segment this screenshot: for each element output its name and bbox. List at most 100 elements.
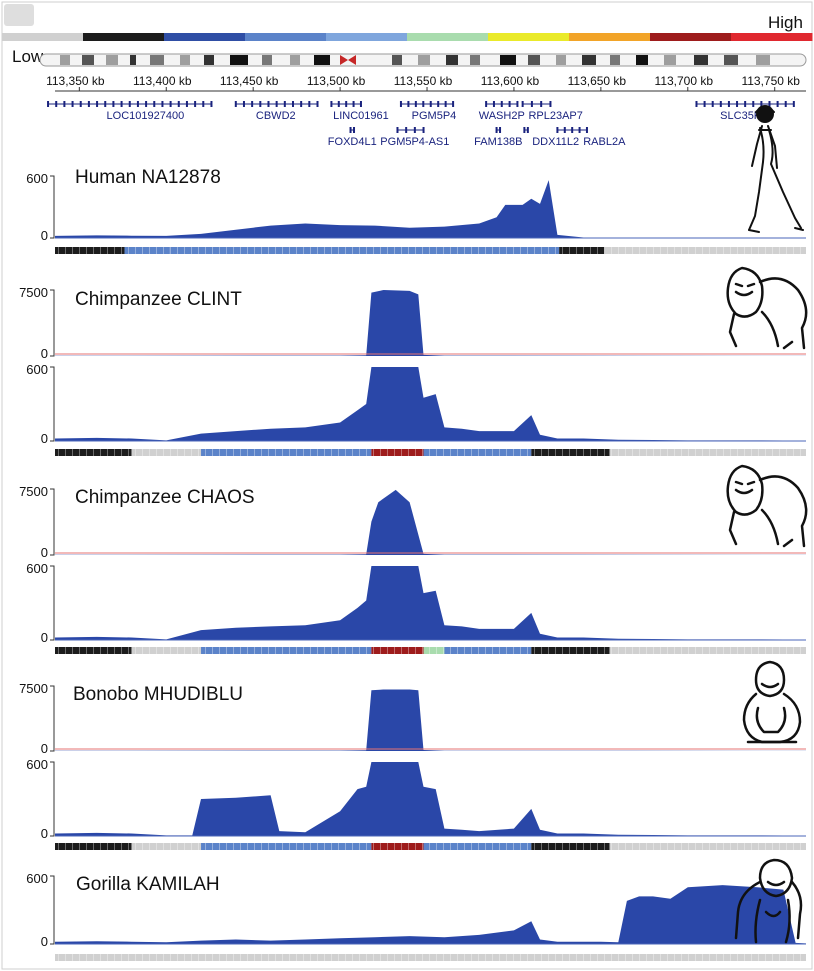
copy-number-stripe [527, 247, 528, 254]
copy-number-stripe [191, 647, 192, 654]
track-4: Gorilla KAMILAH 600 0 [26, 871, 806, 961]
copy-number-stripe [723, 449, 724, 456]
copy-number-stripe [758, 843, 759, 850]
gene-exon [571, 127, 574, 133]
copy-number-stripe [443, 247, 444, 254]
copy-number-stripe [471, 843, 472, 850]
gene-exon [104, 101, 107, 107]
y-tick-label: 600 [26, 871, 48, 886]
gene-exon [429, 101, 432, 107]
ideogram-centromere [340, 55, 356, 65]
copy-number-stripe [422, 954, 423, 961]
copy-number-stripe [450, 954, 451, 961]
copy-number-stripe [408, 449, 409, 456]
ideogram-band-6 [204, 55, 214, 65]
copy-number-stripe [401, 247, 402, 254]
copy-number-stripe [72, 954, 73, 961]
copy-number-stripe [562, 647, 563, 654]
copy-number-stripe [296, 843, 297, 850]
copy-number-stripe [450, 843, 451, 850]
copy-number-stripe [562, 449, 563, 456]
copy-number-stripe [240, 247, 241, 254]
copy-number-stripe [604, 843, 605, 850]
copy-number-stripe [275, 843, 276, 850]
gene-exon [396, 127, 399, 133]
copy-number-stripe [611, 647, 612, 654]
y-tick-label: 0 [41, 545, 48, 560]
genomic-axis: 113,350 kb 113,400 kb 113,450 kb 113,500 kb… [46, 74, 806, 92]
copy-number-stripe [793, 954, 794, 961]
copy-number-stripe [303, 647, 304, 654]
copy-number-stripe [184, 843, 185, 850]
gene-exon [540, 101, 543, 107]
copy-number-stripe [555, 954, 556, 961]
copy-number-stripe [695, 954, 696, 961]
copy-number-stripe [541, 647, 542, 654]
copy-number-stripe [72, 843, 73, 850]
copy-number-stripe [268, 954, 269, 961]
gene-exon [452, 101, 455, 107]
copy-number-stripe [86, 843, 87, 850]
copy-number-stripe [513, 843, 514, 850]
copy-number-stripe [191, 954, 192, 961]
gene-exon [345, 101, 348, 107]
copy-number-stripe [709, 647, 710, 654]
copy-number-stripe [674, 954, 675, 961]
gene-exon [145, 101, 148, 107]
y-tick-label: 600 [26, 171, 48, 186]
copy-number-stripe [653, 843, 654, 850]
copy-number-stripe [744, 247, 745, 254]
gene-exon [492, 101, 495, 107]
copy-number-stripe [366, 449, 367, 456]
copy-number-stripe [114, 843, 115, 850]
copy-number-stripe [492, 843, 493, 850]
copy-number-stripe [128, 449, 129, 456]
copy-number-stripe [366, 843, 367, 850]
copy-number-stripe [65, 954, 66, 961]
ideogram-band-1 [82, 55, 94, 65]
copy-number-stripe [184, 954, 185, 961]
copy-number-segment [169, 247, 560, 254]
ideogram-band-4 [150, 55, 164, 65]
copy-number-stripe [163, 843, 164, 850]
copy-number-stripe [492, 247, 493, 254]
copy-number-stripe [198, 247, 199, 254]
copy-number-stripe [261, 843, 262, 850]
copy-number-stripe [93, 647, 94, 654]
copy-number-stripe [289, 247, 290, 254]
copy-number-stripe [800, 247, 801, 254]
copy-number-stripe [590, 449, 591, 456]
legend-swatch-4 [326, 33, 408, 41]
copy-number-stripe [499, 647, 500, 654]
copy-number-stripe [65, 247, 66, 254]
copy-number-stripe [233, 843, 234, 850]
corner-button[interactable] [4, 4, 34, 26]
ideogram-band-0 [60, 55, 70, 65]
copy-number-stripe [569, 647, 570, 654]
gene-exon [291, 101, 294, 107]
ideogram-band-12 [418, 55, 430, 65]
copy-number-stripe [408, 843, 409, 850]
copy-number-stripe [261, 954, 262, 961]
y-axis-bracket [50, 289, 55, 357]
legend-swatch-6 [488, 33, 570, 41]
copy-number-stripe [499, 954, 500, 961]
gene-exon [96, 101, 99, 107]
axis-tick-label: 113,450 kb [220, 74, 279, 88]
copy-number-stripe [352, 247, 353, 254]
copy-number-stripe [793, 647, 794, 654]
copy-number-stripe [247, 954, 248, 961]
copy-number-stripe [618, 449, 619, 456]
copy-number-stripe [674, 449, 675, 456]
copy-number-stripe [359, 843, 360, 850]
copy-number-stripe [415, 449, 416, 456]
copy-number-stripe [611, 843, 612, 850]
copy-number-stripe [548, 954, 549, 961]
gene-exon [112, 101, 115, 107]
copy-number-stripe [688, 954, 689, 961]
copy-number-stripe [786, 247, 787, 254]
ideogram-band-14 [470, 55, 480, 65]
copy-number-stripe [177, 247, 178, 254]
